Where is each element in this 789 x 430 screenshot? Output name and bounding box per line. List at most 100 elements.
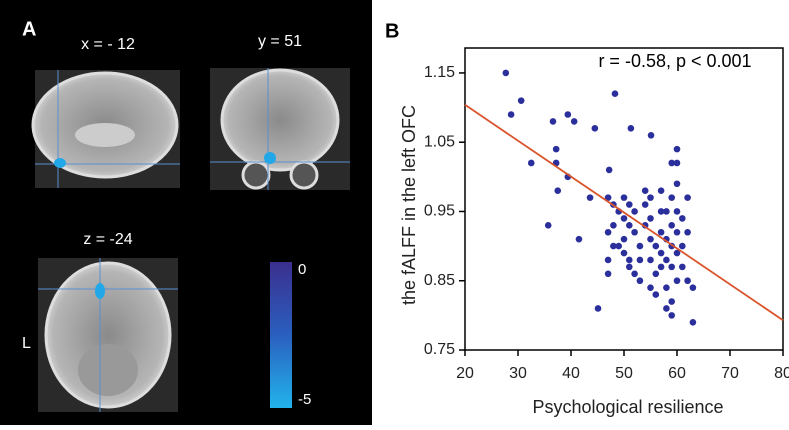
point: [517, 97, 525, 104]
point: [641, 201, 649, 208]
point: [663, 305, 670, 312]
point: [527, 159, 535, 167]
y-tick-label: 0.95: [424, 203, 455, 220]
x-tick-label: 70: [721, 365, 739, 382]
point: [679, 263, 686, 271]
point: [668, 222, 675, 229]
point: [663, 256, 670, 264]
point: [668, 312, 675, 319]
point: [636, 242, 644, 250]
point: [626, 263, 633, 271]
point: [689, 284, 697, 291]
point: [620, 194, 628, 201]
point: [570, 118, 578, 125]
panel-label: A: [22, 18, 36, 40]
point: [652, 291, 660, 298]
point: [647, 284, 654, 291]
point: [605, 166, 613, 174]
colorbar-tick-label: 0: [298, 261, 306, 278]
point: [636, 256, 644, 264]
point: [604, 194, 612, 201]
point: [679, 242, 686, 250]
point: [620, 215, 628, 222]
point: [673, 208, 681, 215]
point: [657, 249, 665, 257]
point: [575, 235, 583, 243]
fit-line: [464, 104, 784, 321]
point: [554, 187, 562, 194]
point: [549, 118, 557, 125]
point: [502, 69, 510, 77]
point: [684, 228, 691, 236]
point: [647, 256, 654, 264]
x-tick-label: 60: [668, 365, 686, 382]
point: [668, 194, 675, 201]
panel-label: B: [385, 20, 399, 42]
slice-label: x = - 12: [81, 36, 135, 53]
point: [647, 131, 655, 139]
point: [684, 277, 691, 285]
sagittal-slice: [31, 70, 180, 188]
point: [647, 235, 654, 243]
point: [668, 263, 675, 271]
point: [657, 208, 665, 215]
x-tick-label: 80: [774, 365, 789, 382]
annotation: r = -0.58, p < 0.001: [598, 51, 751, 71]
point: [620, 249, 628, 257]
point: [673, 180, 681, 188]
point: [552, 145, 560, 153]
point: [626, 256, 633, 264]
x-tick-label: 40: [562, 365, 580, 382]
point: [684, 194, 691, 201]
point: [673, 277, 681, 285]
point: [620, 235, 628, 243]
x-axis-label: Psychological resilience: [532, 397, 723, 417]
y-tick-label: 1.15: [424, 64, 455, 81]
slice-label: y = 51: [258, 33, 302, 50]
y-tick-label: 0.85: [424, 272, 455, 289]
point: [652, 242, 660, 250]
point: [626, 222, 633, 229]
slice-label: z = -24: [83, 231, 132, 248]
x-tick-label: 20: [456, 365, 474, 382]
point: [657, 187, 665, 194]
y-tick-label: 1.05: [424, 133, 455, 150]
point: [544, 222, 552, 229]
point: [668, 298, 675, 305]
point: [591, 125, 599, 132]
point: [627, 125, 635, 132]
point: [636, 277, 644, 285]
y-tick-label: 0.75: [424, 341, 455, 358]
colorbar-tick-label: -5: [298, 391, 311, 408]
point: [594, 305, 602, 312]
point: [663, 284, 670, 291]
point: [626, 201, 633, 208]
point: [641, 187, 649, 194]
x-tick-label: 30: [509, 365, 527, 382]
y-axis-label: the fALFF in the left OFC: [399, 105, 419, 305]
point: [689, 318, 697, 326]
point: [631, 270, 638, 278]
point: [604, 270, 612, 278]
point: [673, 145, 681, 153]
point: [604, 228, 612, 236]
x-tick-label: 50: [615, 365, 633, 382]
point: [507, 111, 515, 118]
point: [647, 215, 654, 222]
point: [610, 242, 617, 250]
point: [631, 228, 638, 236]
point: [652, 270, 660, 278]
point: [663, 208, 670, 215]
point: [673, 249, 681, 257]
point: [679, 215, 686, 222]
point: [673, 159, 681, 167]
point: [611, 90, 619, 98]
point: [657, 263, 665, 271]
point: [610, 222, 617, 229]
coronal-slice: [210, 68, 350, 190]
colorbar: [270, 262, 292, 408]
axial-slice: [38, 258, 178, 412]
point: [668, 159, 675, 167]
point: [657, 228, 665, 236]
